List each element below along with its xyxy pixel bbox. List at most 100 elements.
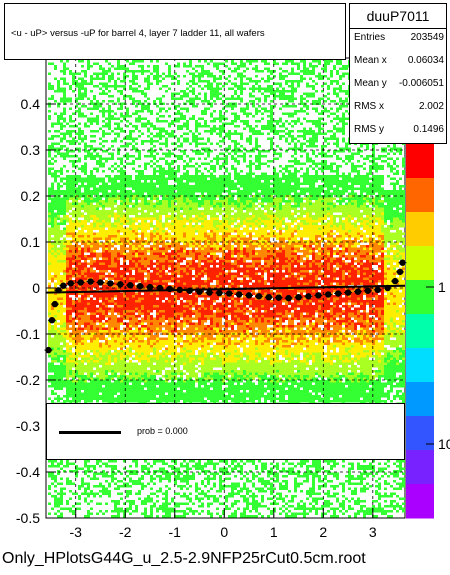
heatmap-cell [129, 292, 132, 295]
heatmap-cell [168, 215, 171, 218]
heatmap-cell [51, 135, 54, 138]
heatmap-cell [75, 220, 78, 223]
heatmap-cell [66, 377, 69, 380]
heatmap-cell [117, 487, 120, 490]
heatmap-cell [51, 350, 54, 353]
heatmap-cell [123, 240, 126, 243]
heatmap-cell [135, 317, 138, 320]
heatmap-cell [81, 387, 84, 390]
heatmap-cell [159, 460, 162, 463]
heatmap-cell [156, 490, 159, 493]
heatmap-cell [90, 507, 93, 510]
heatmap-cell [129, 335, 132, 338]
heatmap-cell [111, 155, 114, 158]
heatmap-cell [90, 242, 93, 245]
heatmap-cell [159, 172, 162, 175]
heatmap-cell [168, 395, 171, 398]
heatmap-cell [126, 495, 129, 498]
heatmap-cell [87, 190, 90, 193]
heatmap-cell [75, 475, 78, 478]
heatmap-cell [135, 330, 138, 333]
heatmap-cell [81, 317, 84, 320]
heatmap-cell [126, 470, 129, 473]
heatmap-cell [126, 385, 129, 388]
heatmap-cell [90, 147, 93, 150]
heatmap-cell [165, 245, 168, 248]
heatmap-cell [78, 355, 81, 358]
heatmap-cell [78, 137, 81, 140]
heatmap-cell [150, 350, 153, 353]
heatmap-cell [123, 115, 126, 118]
heatmap-cell [120, 350, 123, 353]
heatmap-cell [87, 207, 90, 210]
heatmap-cell [60, 507, 63, 510]
heatmap-cell [72, 492, 75, 495]
heatmap-cell [111, 202, 114, 205]
heatmap-cell [105, 235, 108, 238]
heatmap-cell [99, 502, 102, 505]
heatmap-cell [120, 507, 123, 510]
heatmap-cell [108, 490, 111, 493]
heatmap-cell [156, 345, 159, 348]
heatmap-cell [168, 135, 171, 138]
heatmap-cell [129, 212, 132, 215]
heatmap-cell [147, 400, 150, 403]
heatmap-cell [105, 385, 108, 388]
heatmap-cell [156, 400, 159, 403]
heatmap-cell [102, 300, 105, 303]
heatmap-cell [54, 122, 57, 125]
heatmap-cell [75, 187, 78, 190]
heatmap-cell [102, 70, 105, 73]
heatmap-cell [93, 130, 96, 133]
heatmap-cell [78, 507, 81, 510]
heatmap-cell [60, 320, 63, 323]
heatmap-cell [117, 292, 120, 295]
heatmap-cell [60, 100, 63, 103]
heatmap-cell [141, 307, 144, 310]
heatmap-cell [168, 317, 171, 320]
heatmap-cell [135, 255, 138, 258]
heatmap-cell [117, 100, 120, 103]
heatmap-cell [165, 252, 168, 255]
heatmap-cell [162, 325, 165, 328]
heatmap-cell [96, 75, 99, 78]
heatmap-cell [66, 185, 69, 188]
heatmap-cell [150, 375, 153, 378]
heatmap-cell [126, 125, 129, 128]
heatmap-cell [159, 202, 162, 205]
heatmap-cell [147, 262, 150, 265]
heatmap-cell [147, 210, 150, 213]
heatmap-cell [60, 230, 63, 233]
heatmap-cell [135, 472, 138, 475]
heatmap-cell [87, 275, 90, 278]
heatmap-cell [102, 247, 105, 250]
heatmap-cell [156, 350, 159, 353]
heatmap-cell [84, 312, 87, 315]
heatmap-cell [126, 507, 129, 510]
heatmap-cell [126, 332, 129, 335]
heatmap-cell [90, 322, 93, 325]
heatmap-cell [129, 217, 132, 220]
heatmap-cell [120, 242, 123, 245]
heatmap-cell [135, 117, 138, 120]
heatmap-cell [135, 247, 138, 250]
heatmap-cell [48, 472, 51, 475]
heatmap-cell [99, 287, 102, 290]
heatmap-cell [69, 360, 72, 363]
heatmap-cell [75, 210, 78, 213]
heatmap-cell [165, 242, 168, 245]
heatmap-cell [78, 352, 81, 355]
heatmap-cell [84, 472, 87, 475]
heatmap-cell [132, 197, 135, 200]
heatmap-cell [117, 72, 120, 75]
heatmap-cell [123, 355, 126, 358]
heatmap-cell [159, 97, 162, 100]
heatmap-cell [108, 400, 111, 403]
heatmap-cell [129, 247, 132, 250]
heatmap-cell [126, 365, 129, 368]
heatmap-cell [90, 310, 93, 313]
heatmap-cell [87, 475, 90, 478]
heatmap-cell [99, 297, 102, 300]
heatmap-cell [48, 352, 51, 355]
heatmap-cell [75, 315, 78, 318]
